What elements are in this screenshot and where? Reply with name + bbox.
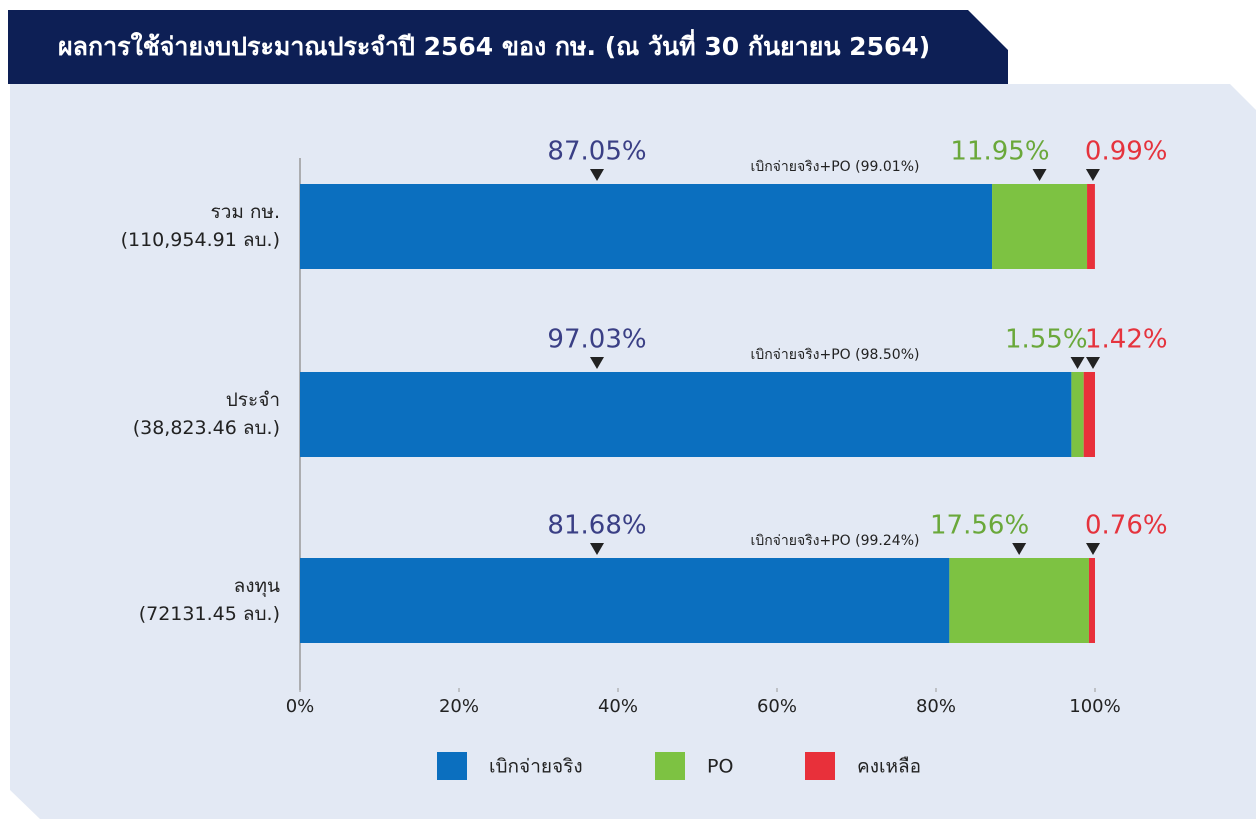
pointer — [590, 543, 604, 555]
x-tick-label: 80% — [916, 696, 956, 717]
pointer — [1070, 357, 1085, 369]
x-tick-label: 60% — [757, 696, 797, 717]
chart-title: ผลการใช้จ่ายงบประมาณประจำปี 2564 ของ กษ.… — [58, 29, 930, 61]
category-label: รวม กษ. — [210, 201, 280, 223]
value-label: 81.68% — [547, 511, 646, 541]
value-label: 0.76% — [1085, 511, 1168, 541]
bar-segment — [300, 184, 993, 269]
bar-segment — [1071, 372, 1084, 457]
pointer — [1012, 543, 1027, 555]
bar-segment — [300, 372, 1072, 457]
legend-swatch — [437, 752, 467, 780]
pointer — [1032, 169, 1047, 181]
pointer — [590, 169, 604, 181]
pointer — [1085, 169, 1100, 181]
value-label: 11.95% — [950, 137, 1049, 167]
legend-swatch — [655, 752, 685, 780]
bar-segment — [300, 558, 950, 643]
category-label: ลงทุน — [234, 575, 280, 598]
category-label: ประจำ — [226, 389, 280, 411]
category-label: (110,954.91 ลบ.) — [121, 229, 280, 251]
value-label: 1.42% — [1085, 325, 1168, 355]
bar-segment — [992, 184, 1088, 269]
annotation: เบิกจ่ายจริง+PO (99.01%) — [751, 159, 920, 175]
value-label: 17.56% — [930, 511, 1029, 541]
category-label: (38,823.46 ลบ.) — [133, 417, 280, 439]
legend-label: เบิกจ่ายจริง — [489, 756, 583, 778]
header-banner — [8, 10, 1008, 84]
value-label: 1.55% — [1005, 325, 1088, 355]
x-tick-label: 0% — [286, 696, 315, 717]
value-label: 97.03% — [547, 325, 646, 355]
legend-label: คงเหลือ — [857, 756, 921, 778]
bar-segment — [949, 558, 1089, 643]
x-tick-label: 40% — [598, 696, 638, 717]
annotation: เบิกจ่ายจริง+PO (99.24%) — [751, 533, 920, 549]
legend-label: PO — [707, 756, 733, 778]
value-label: 87.05% — [547, 137, 646, 167]
x-tick-label: 100% — [1069, 696, 1120, 717]
x-tick-label: 20% — [439, 696, 479, 717]
bar-segment — [1088, 558, 1095, 643]
bar-segment — [1083, 372, 1095, 457]
legend-swatch — [805, 752, 835, 780]
value-label: 0.99% — [1085, 137, 1168, 167]
pointer — [1086, 357, 1100, 369]
bar-segment — [1087, 184, 1095, 269]
pointer — [1086, 543, 1100, 555]
category-label: (72131.45 ลบ.) — [139, 603, 280, 625]
pointer — [590, 357, 604, 369]
annotation: เบิกจ่ายจริง+PO (98.50%) — [751, 347, 920, 363]
